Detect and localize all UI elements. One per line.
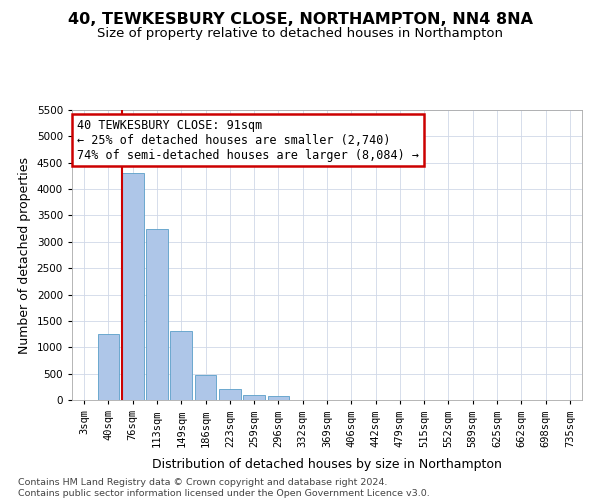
Bar xyxy=(219,390,241,400)
Y-axis label: Number of detached properties: Number of detached properties xyxy=(18,156,31,354)
Bar xyxy=(268,396,289,400)
Text: Size of property relative to detached houses in Northampton: Size of property relative to detached ho… xyxy=(97,28,503,40)
Bar xyxy=(146,228,168,400)
Bar xyxy=(243,394,265,400)
Bar xyxy=(97,334,119,400)
Text: Contains HM Land Registry data © Crown copyright and database right 2024.
Contai: Contains HM Land Registry data © Crown c… xyxy=(18,478,430,498)
Text: 40, TEWKESBURY CLOSE, NORTHAMPTON, NN4 8NA: 40, TEWKESBURY CLOSE, NORTHAMPTON, NN4 8… xyxy=(67,12,533,28)
Text: 40 TEWKESBURY CLOSE: 91sqm
← 25% of detached houses are smaller (2,740)
74% of s: 40 TEWKESBURY CLOSE: 91sqm ← 25% of deta… xyxy=(77,118,419,162)
Bar xyxy=(170,332,192,400)
Bar xyxy=(122,174,143,400)
X-axis label: Distribution of detached houses by size in Northampton: Distribution of detached houses by size … xyxy=(152,458,502,470)
Bar xyxy=(194,374,217,400)
